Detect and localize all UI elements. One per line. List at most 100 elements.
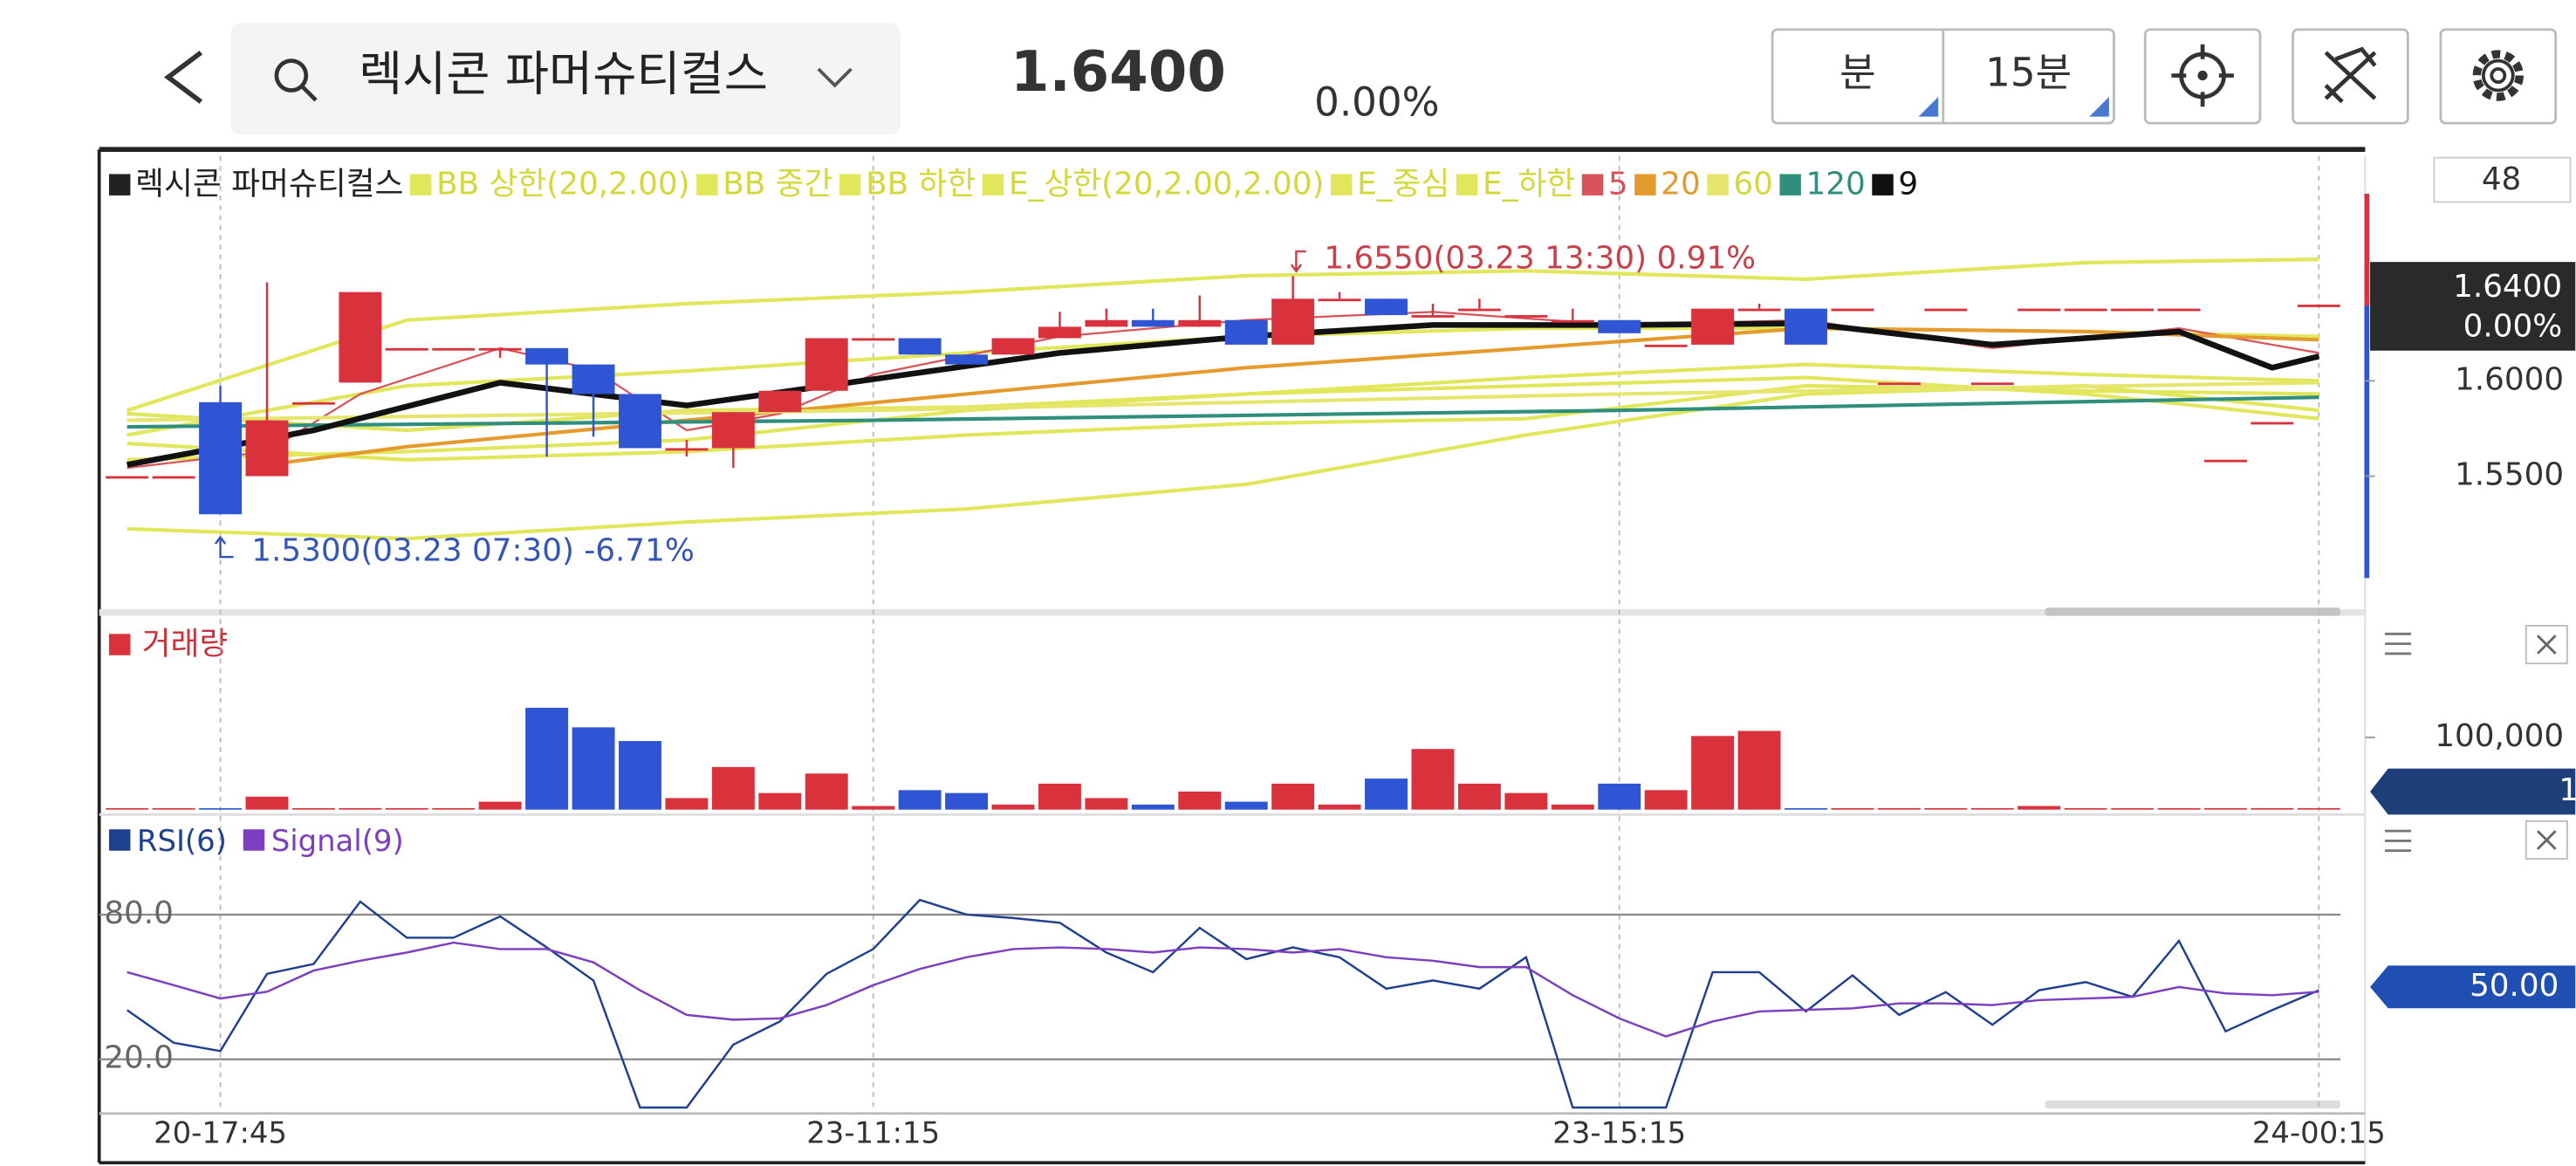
- legend-text: Signal(9): [271, 824, 404, 858]
- rsi-last-box: [2370, 965, 2576, 1009]
- last-price: 1.6400: [2453, 269, 2562, 305]
- menu-icon[interactable]: [2384, 632, 2412, 655]
- candle-body: [1644, 344, 1688, 347]
- legend-swatch: [1872, 174, 1894, 195]
- volume-bar: [991, 804, 1035, 810]
- legend-text: 120: [1806, 167, 1866, 202]
- scrollbar[interactable]: [2045, 607, 2341, 616]
- volume-bar: [1411, 749, 1455, 810]
- y-tick-label: 1.5500: [2455, 457, 2564, 493]
- y-tick-label: 80.0: [104, 895, 174, 931]
- candle-body: [199, 401, 242, 515]
- price: 1.6400: [1011, 40, 1226, 105]
- candle-body: [1178, 319, 1222, 327]
- volume-bar: [1178, 791, 1222, 810]
- volume-bar: [1271, 783, 1315, 810]
- dropdown-icon[interactable]: [817, 67, 853, 88]
- candle-body: [1924, 308, 1968, 312]
- candle-body: [619, 394, 661, 449]
- legend-text: BB 상한(20,2.00): [436, 167, 690, 202]
- candle-body: [1737, 308, 1781, 312]
- indicator-line: [127, 381, 2319, 422]
- settings-icon: [2490, 67, 2507, 84]
- candle-body: [2111, 308, 2155, 312]
- candle-body: [1457, 308, 1501, 312]
- legend-swatch: [839, 174, 861, 195]
- volume-bar: [619, 741, 661, 810]
- candle-body: [432, 347, 476, 351]
- candle-body: [1504, 315, 1548, 318]
- legend-swatch: [108, 829, 131, 851]
- search-box[interactable]: [230, 23, 901, 135]
- x-tick-label: 23-15:15: [1552, 1116, 1686, 1150]
- close-icon: [2536, 634, 2557, 655]
- last-price-box: [2370, 262, 2576, 351]
- annotation-arrow: [1290, 250, 1306, 273]
- volume-bar: [2251, 808, 2294, 810]
- candle-body: [1224, 319, 1268, 345]
- volume-bar: [2018, 806, 2061, 810]
- volume-bar: [2157, 808, 2201, 810]
- volume-bar: [2064, 808, 2107, 810]
- indicator-line: [127, 383, 2319, 541]
- volume-bar: [1877, 808, 1921, 810]
- legend-text: BB 하한: [866, 167, 976, 202]
- corner-mark: [1918, 97, 1939, 117]
- x-tick-label: 20-17:45: [154, 1116, 287, 1150]
- volume-bar: [1131, 804, 1175, 810]
- legend-swatch: [1779, 174, 1801, 195]
- volume-bar: [1504, 792, 1548, 810]
- volume-bar: [1970, 808, 2014, 810]
- candle-count: 48: [2482, 161, 2522, 197]
- menu-icon[interactable]: [2384, 829, 2412, 853]
- crosshair-icon: [2171, 44, 2234, 107]
- candle-body: [1365, 298, 1408, 316]
- candle-body: [665, 448, 709, 451]
- interval-button[interactable]: 15분: [1985, 50, 2072, 96]
- volume-bar: [291, 808, 335, 810]
- scrollbar[interactable]: [2045, 1100, 2341, 1109]
- volume-bar: [106, 808, 149, 810]
- back-button[interactable]: [163, 50, 203, 104]
- volume-bar: [1691, 736, 1735, 810]
- candle-body: [852, 338, 895, 341]
- candle-body: [2297, 305, 2340, 307]
- legend-swatch: [1634, 174, 1656, 195]
- candle-body: [1877, 382, 1921, 386]
- legend-swatch: [696, 174, 718, 195]
- volume-bar: [1457, 783, 1501, 810]
- volume-last-box: [2370, 768, 2576, 815]
- draw-icon: [2324, 46, 2377, 104]
- unit-button[interactable]: 분: [1840, 50, 1876, 96]
- candle-body: [339, 292, 382, 383]
- volume-bar: [1924, 808, 1968, 810]
- volume-bar: [1038, 783, 1081, 810]
- candle-body: [1598, 319, 1641, 333]
- legend-text: 20: [1661, 167, 1700, 202]
- settings-button[interactable]: [2439, 28, 2558, 125]
- candle-body: [2157, 308, 2201, 312]
- candle-body: [245, 420, 289, 477]
- volume-bar: [1551, 804, 1594, 810]
- volume-bar: [1224, 801, 1268, 810]
- rsi-last-label: 50.00: [2470, 968, 2559, 1004]
- x-tick-label: 23-11:15: [806, 1116, 940, 1150]
- legend-swatch: [1331, 174, 1353, 195]
- candle-body: [1691, 308, 1735, 345]
- candle-body: [1970, 382, 2014, 386]
- candle-body: [2203, 459, 2247, 463]
- legend-text: 5: [1608, 167, 1628, 202]
- change: 0.00%: [1314, 79, 1439, 125]
- legend-swatch: [108, 634, 131, 655]
- y-tick-label: 1.6000: [2455, 361, 2564, 397]
- volume-bar: [2297, 808, 2340, 810]
- legend-text: 9: [1898, 167, 1918, 202]
- volume-bar: [1598, 783, 1641, 810]
- legend-swatch: [243, 829, 265, 851]
- candle-body: [2251, 422, 2294, 425]
- candle-body: [991, 338, 1035, 355]
- annotation-arrow: [214, 535, 234, 559]
- legend-text: E_중심: [1357, 167, 1449, 202]
- candle-body: [1551, 319, 1594, 323]
